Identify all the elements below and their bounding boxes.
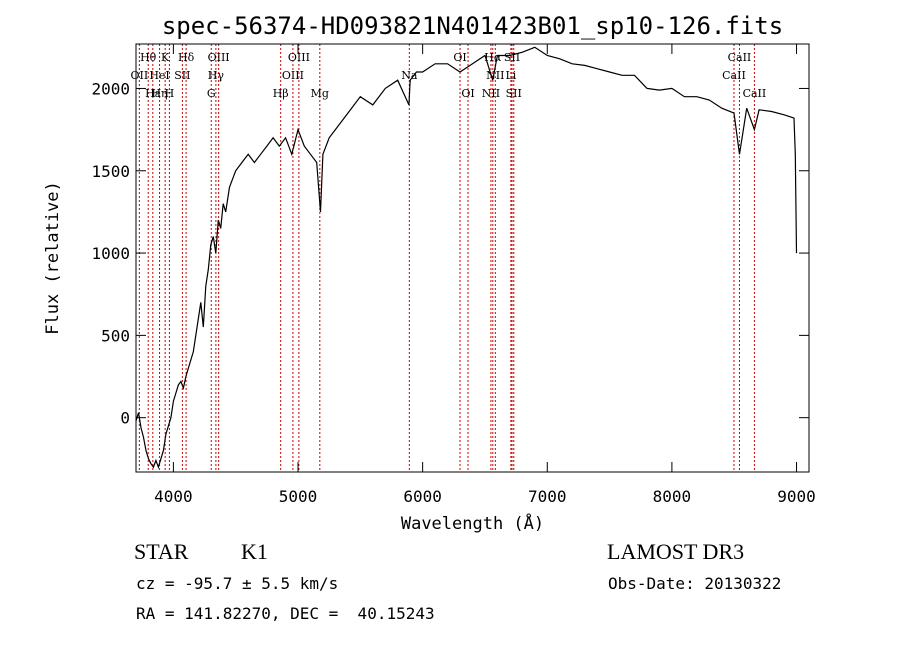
x-tick-label-0: 4000 <box>154 487 193 506</box>
chart-title: spec-56374-HD093821N401423B01_sp10-126.f… <box>162 12 783 40</box>
line-label-15: NII <box>486 69 504 82</box>
line-label-18: Hε <box>145 87 161 100</box>
line-label-10: HeI <box>149 69 169 82</box>
y-tick-label-1: 500 <box>101 326 130 345</box>
coordinates: RA = 141.82270, DEC = 40.15243 <box>136 604 435 623</box>
x-tick-label-3: 7000 <box>528 487 567 506</box>
y-tick-label-3: 1500 <box>91 162 130 181</box>
line-label-26: SII <box>506 87 522 100</box>
line-label-0: Hθ <box>140 51 157 64</box>
line-label-23: Mg <box>311 87 329 100</box>
line-label-20: H <box>165 87 175 100</box>
x-tick-label-4: 8000 <box>653 487 692 506</box>
line-label-14: Na <box>401 69 418 82</box>
x-tick-label-1: 5000 <box>279 487 318 506</box>
line-label-27: CaII <box>743 87 767 100</box>
line-label-2: Hδ <box>178 51 195 64</box>
line-label-8: CaII <box>728 51 752 64</box>
survey-name: LAMOST DR3 <box>607 539 745 564</box>
redshift-info: cz = -95.7 ± 5.5 km/s <box>136 574 339 593</box>
y-tick-label-2: 1000 <box>91 244 130 263</box>
line-label-6: Hα <box>484 51 502 64</box>
subclass: K1 <box>241 539 268 564</box>
line-label-17: CaII <box>722 69 746 82</box>
line-label-12: Hγ <box>208 69 225 82</box>
line-label-19: Hη <box>151 87 167 100</box>
plot-frame <box>135 43 810 473</box>
object-type: STAR <box>134 539 189 564</box>
line-label-16: Li <box>505 69 516 82</box>
y-tick-label-4: 2000 <box>91 79 130 98</box>
spectrum-line <box>135 46 798 469</box>
line-label-5: OI <box>453 51 466 64</box>
observation-date: Obs-Date: 20130322 <box>608 574 782 593</box>
x-axis-label: Wavelength (Å) <box>401 512 544 534</box>
line-label-4: OIII <box>288 51 310 64</box>
line-label-1: K <box>161 51 170 64</box>
y-axis-label: Flux (relative) <box>43 181 63 335</box>
line-label-21: G <box>207 87 216 100</box>
line-label-9: OII <box>131 69 149 82</box>
line-label-13: OIII <box>282 69 304 82</box>
line-label-3: OIII <box>208 51 230 64</box>
x-tick-label-2: 6000 <box>403 487 442 506</box>
line-label-22: Hβ <box>273 87 289 100</box>
y-tick-label-0: 0 <box>120 409 130 428</box>
line-label-7: SII <box>504 51 520 64</box>
line-label-25: NII <box>482 87 500 100</box>
line-label-24: OI <box>461 87 474 100</box>
line-label-11: SII <box>174 69 190 82</box>
x-tick-label-5: 9000 <box>777 487 816 506</box>
